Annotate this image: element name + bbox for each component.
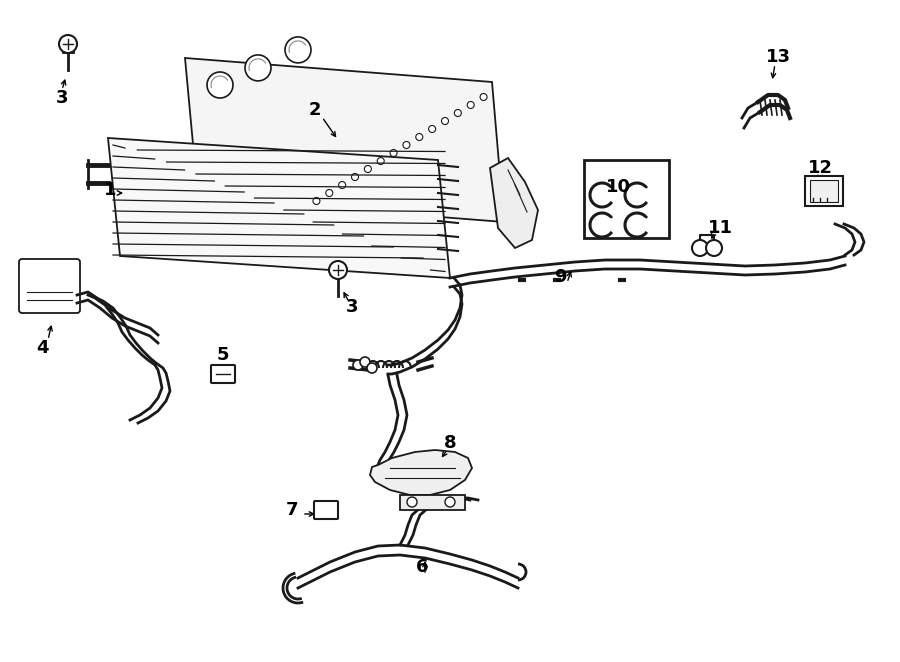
Circle shape (403, 142, 410, 148)
Circle shape (706, 240, 722, 256)
Circle shape (353, 360, 363, 370)
Bar (805, 176, 843, 206)
Circle shape (364, 166, 372, 173)
Text: 7: 7 (286, 501, 298, 519)
Circle shape (445, 497, 455, 507)
Circle shape (454, 109, 462, 117)
Polygon shape (185, 58, 504, 222)
Circle shape (367, 363, 377, 373)
Text: 8: 8 (444, 434, 456, 452)
Text: 3: 3 (346, 298, 358, 316)
Text: 9: 9 (554, 268, 566, 286)
Circle shape (338, 181, 346, 189)
Text: 2: 2 (309, 101, 321, 119)
Polygon shape (370, 450, 472, 495)
Text: 3: 3 (56, 89, 68, 107)
Polygon shape (108, 138, 450, 278)
Text: 12: 12 (807, 159, 833, 177)
Circle shape (442, 117, 448, 124)
Text: 4: 4 (36, 339, 49, 357)
Text: 11: 11 (707, 219, 733, 237)
Bar (810, 180, 838, 202)
Circle shape (326, 189, 333, 197)
Circle shape (428, 126, 436, 132)
Circle shape (480, 93, 487, 101)
Circle shape (377, 158, 384, 164)
Text: 10: 10 (606, 178, 631, 196)
Circle shape (313, 197, 320, 205)
Circle shape (360, 357, 370, 367)
Bar (584, 160, 669, 238)
Circle shape (329, 261, 347, 279)
Text: 6: 6 (416, 558, 428, 576)
FancyBboxPatch shape (314, 501, 338, 519)
Circle shape (207, 72, 233, 98)
Circle shape (692, 240, 708, 256)
Polygon shape (400, 495, 465, 510)
Circle shape (245, 55, 271, 81)
Circle shape (352, 173, 358, 181)
Text: 5: 5 (217, 346, 230, 364)
Circle shape (416, 134, 423, 140)
Circle shape (467, 101, 474, 109)
Circle shape (390, 150, 397, 156)
FancyBboxPatch shape (211, 365, 235, 383)
Circle shape (407, 497, 417, 507)
Text: 1: 1 (104, 181, 116, 199)
Circle shape (59, 35, 77, 53)
FancyBboxPatch shape (19, 259, 80, 313)
Polygon shape (490, 158, 538, 248)
Circle shape (285, 37, 311, 63)
Text: 13: 13 (766, 48, 790, 66)
